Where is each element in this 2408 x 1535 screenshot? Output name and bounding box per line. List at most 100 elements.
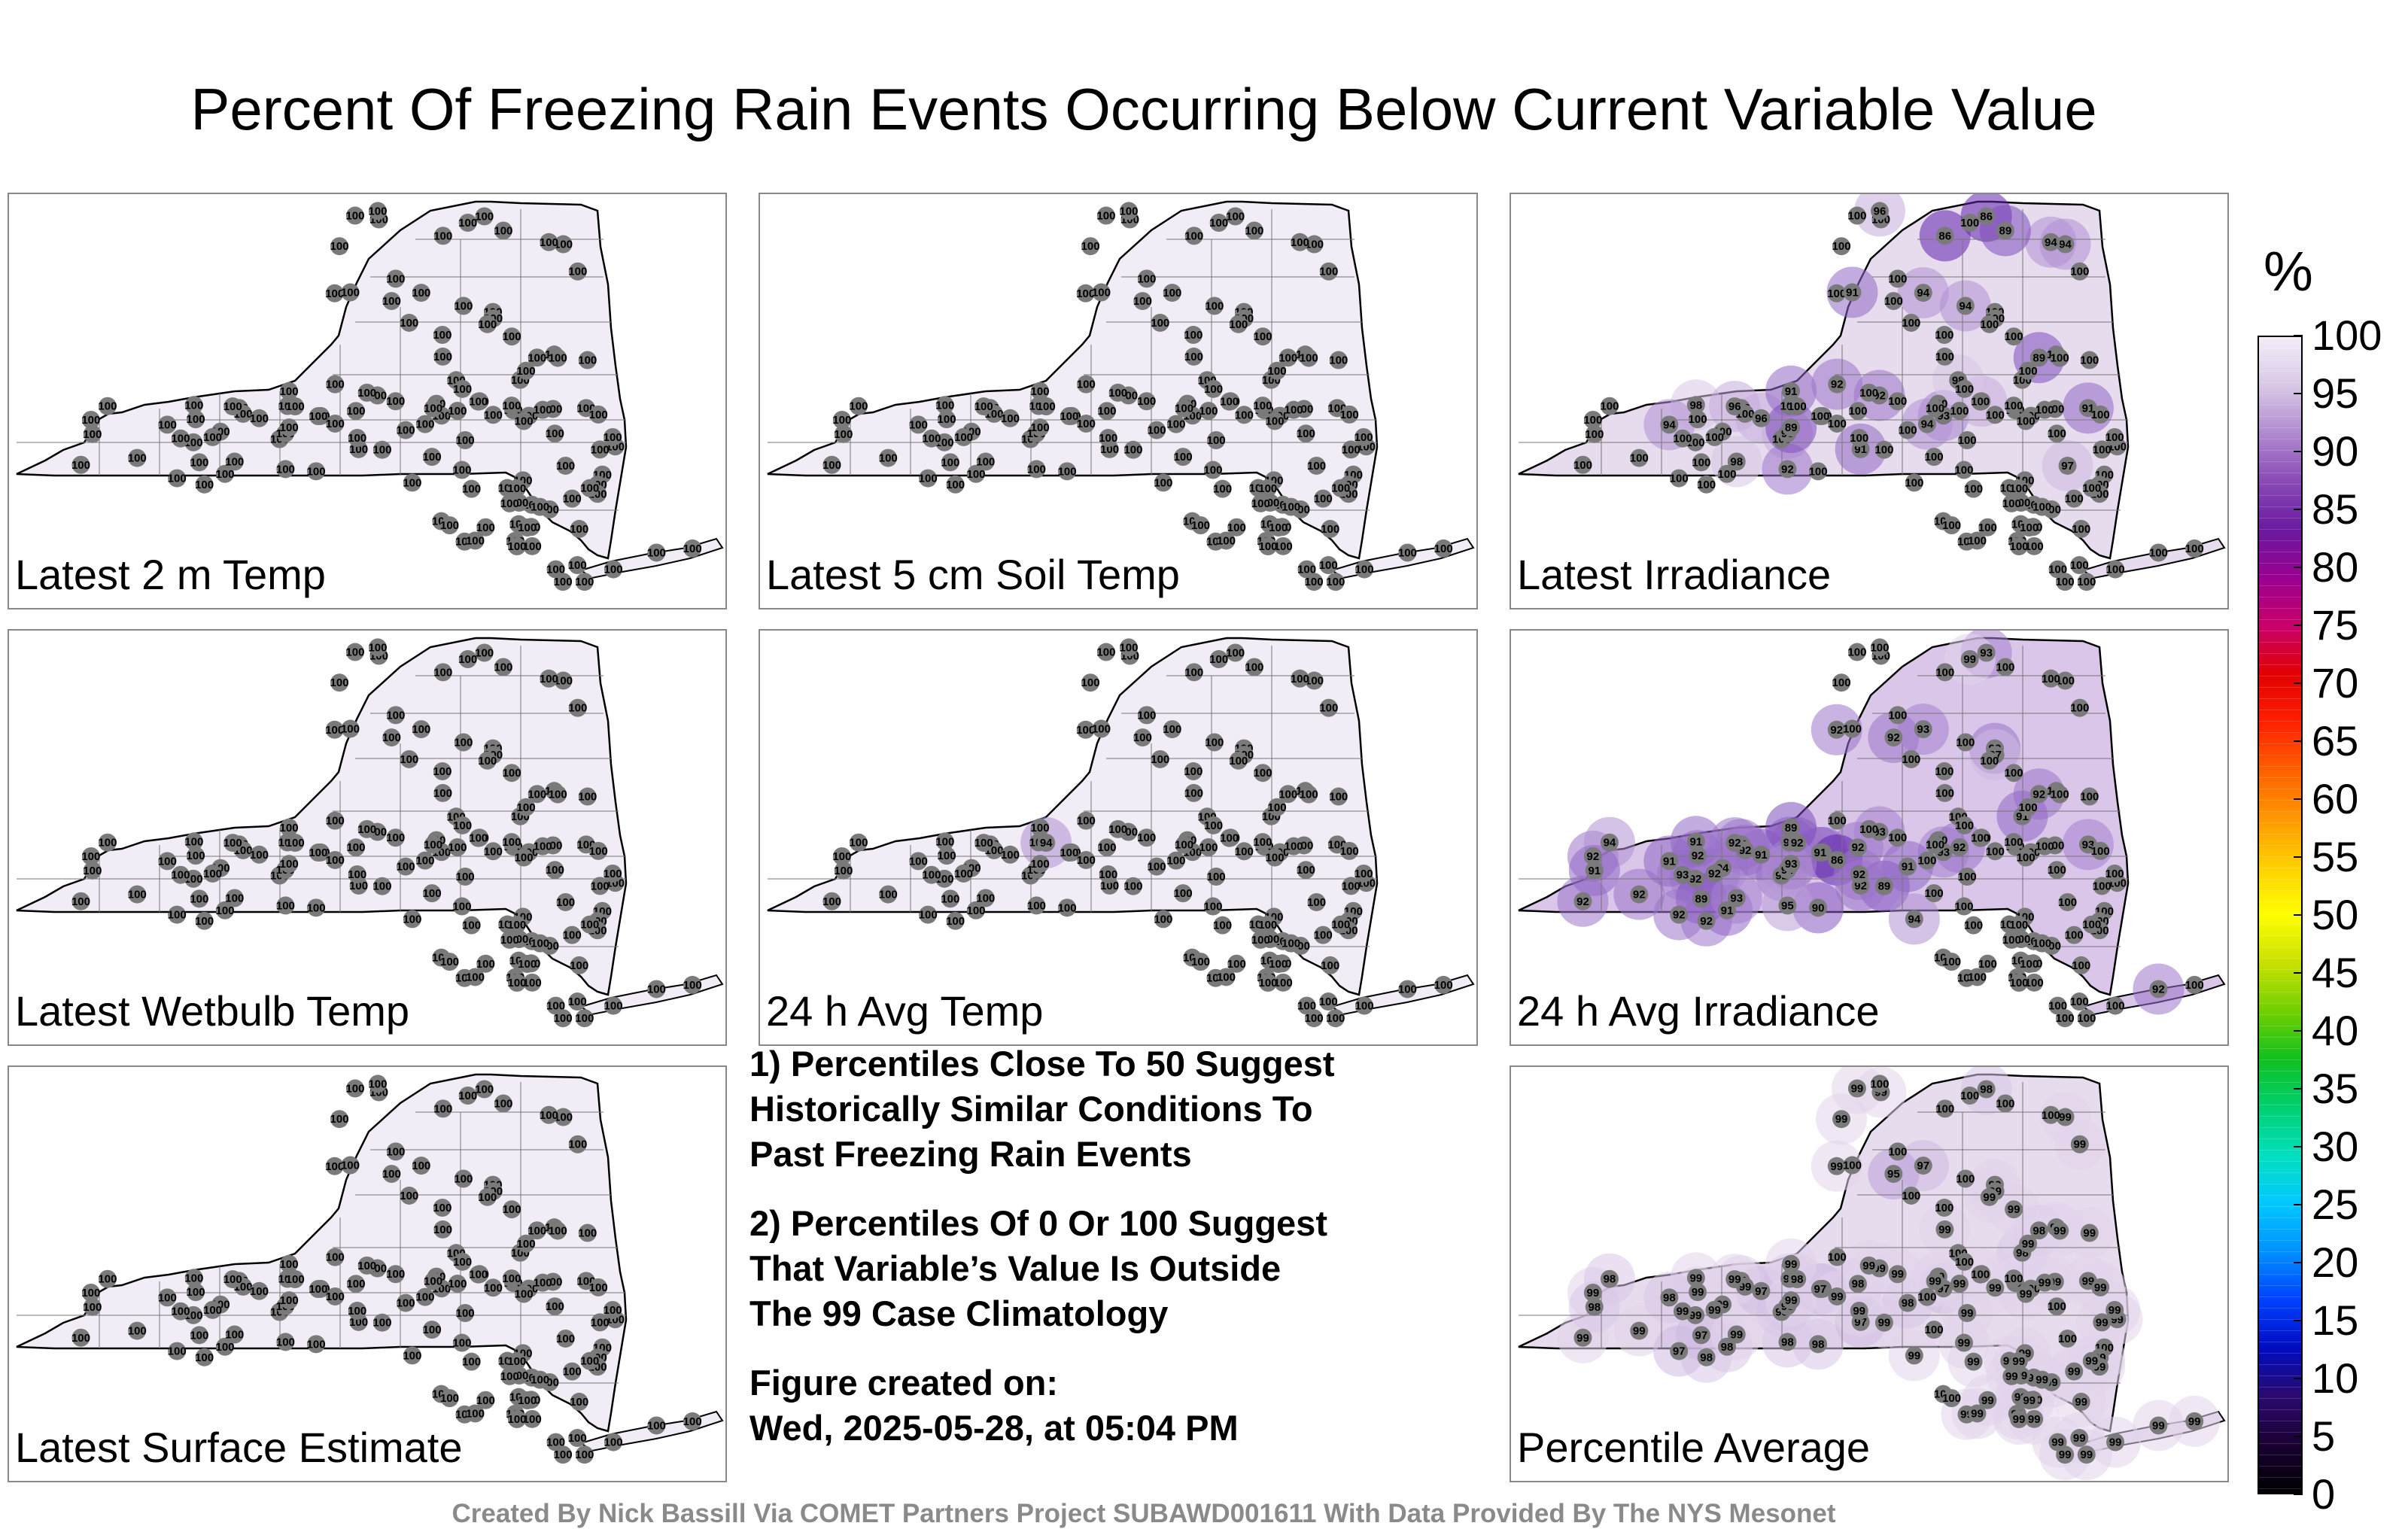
station-value: 100 — [1902, 1190, 1920, 1202]
station-dot — [568, 992, 587, 1011]
station-value: 100 — [187, 1286, 205, 1299]
station-marker: 100 — [462, 479, 481, 498]
station-dot — [412, 284, 430, 302]
station-dot — [879, 448, 898, 467]
station-dot — [2105, 864, 2124, 883]
station-value: 100 — [1321, 959, 1339, 972]
station-marker: 100 — [397, 1293, 415, 1312]
station-dot — [276, 1333, 295, 1351]
station-marker: 100 — [1355, 996, 1374, 1015]
station-dot — [98, 397, 117, 415]
station-marker: 100 — [458, 1087, 477, 1105]
station-value: 100 — [531, 1374, 549, 1387]
station-value: 100 — [1925, 451, 1944, 464]
station-dot — [326, 850, 345, 869]
station-dot — [286, 1269, 305, 1288]
station-dot — [1307, 456, 1326, 475]
station-value: 100 — [415, 418, 434, 431]
station-value: 100 — [1705, 431, 1724, 444]
station-value: 100 — [1926, 403, 1944, 415]
station-marker: 100 — [528, 348, 546, 367]
station-value: 100 — [433, 1102, 452, 1115]
station-marker: 100 — [2056, 671, 2075, 690]
station-dot — [1960, 214, 1979, 233]
station-marker: 100 — [531, 497, 549, 516]
colorbar-tick-mark — [2294, 914, 2303, 916]
station-marker: 100 — [280, 1254, 299, 1273]
station-marker: 100 — [1151, 313, 1169, 332]
station-dot — [1205, 733, 1224, 752]
station-value: 100 — [1942, 1392, 1961, 1405]
station-dot — [1331, 479, 1350, 497]
station-value: 100 — [2080, 354, 2099, 367]
station-dot — [834, 424, 853, 443]
station-marker: 100 — [2065, 489, 2084, 508]
map-panel-percentile-average: 9999999999999999999998989898989898989797… — [1510, 1065, 2229, 1482]
station-marker: 100 — [549, 348, 567, 367]
station-dot — [1305, 235, 1324, 254]
station-dot — [1314, 489, 1333, 508]
station-value: 100 — [1398, 983, 1417, 995]
station-marker: 100 — [528, 785, 546, 804]
station-dot — [2042, 1105, 2060, 1124]
station-value: 100 — [647, 546, 666, 559]
station-dot — [1725, 397, 1744, 416]
station-marker: 100 — [1151, 749, 1169, 768]
station-marker: 100 — [1220, 828, 1239, 847]
station-marker: 100 — [2058, 1329, 2077, 1348]
station-marker: 100 — [71, 455, 90, 474]
station-value: 99 — [2073, 1432, 2086, 1445]
station-value: 100 — [1314, 929, 1333, 942]
station-dot — [309, 843, 327, 862]
station-marker: 100 — [1096, 206, 1115, 225]
station-marker: 100 — [1058, 462, 1077, 481]
station-dot — [518, 518, 537, 536]
station-dot — [2077, 1445, 2096, 1464]
station-value: 100 — [554, 1448, 573, 1461]
station-dot — [397, 421, 415, 439]
station-dot — [946, 911, 965, 930]
station-dot — [1031, 418, 1050, 437]
station-value: 100 — [2105, 868, 2124, 880]
station-value: 100 — [500, 1370, 519, 1383]
station-marker: 100 — [591, 440, 610, 459]
station-marker: 99 — [2019, 1234, 2038, 1253]
station-dot — [1956, 733, 1975, 752]
station-dot — [1191, 516, 1210, 535]
station-value: 100 — [1978, 521, 1997, 534]
station-dot — [1782, 855, 1801, 874]
station-marker: 100 — [518, 1391, 537, 1409]
station-dot — [2017, 412, 2036, 430]
station-marker: 100 — [974, 397, 993, 416]
station-dot — [2056, 671, 2075, 690]
station-value: 100 — [946, 479, 965, 491]
station-marker: 100 — [2009, 479, 2028, 497]
station-value: 100 — [1226, 647, 1245, 660]
station-dot — [570, 1392, 588, 1411]
station-marker: 100 — [879, 448, 898, 467]
colorbar-tick-mark — [2294, 1146, 2303, 1147]
station-value: 100 — [1077, 418, 1096, 430]
station-value: 100 — [280, 1258, 299, 1271]
station-marker: 100 — [1935, 326, 1953, 345]
station-dot — [2106, 996, 2125, 1015]
station-dot — [276, 460, 295, 479]
station-dot — [368, 202, 387, 220]
station-dot — [1986, 1278, 2005, 1297]
station-dot — [1697, 1348, 1716, 1366]
station-marker: 100 — [330, 1110, 349, 1129]
station-dot — [1092, 719, 1111, 738]
station-dot — [1097, 402, 1116, 421]
station-value: 100 — [1828, 1251, 1847, 1264]
station-marker: 100 — [568, 1429, 587, 1448]
station-marker: 100 — [1266, 412, 1285, 430]
station-value: 98 — [2033, 1224, 2045, 1237]
station-marker: 100 — [1001, 409, 1020, 427]
station-dot — [400, 313, 418, 332]
station-value: 100 — [589, 845, 608, 858]
station-value: 100 — [683, 543, 702, 555]
station-value: 100 — [1245, 224, 1263, 237]
station-marker: 100 — [280, 1291, 299, 1310]
station-value: 100 — [171, 869, 190, 882]
station-value: 100 — [203, 868, 222, 880]
